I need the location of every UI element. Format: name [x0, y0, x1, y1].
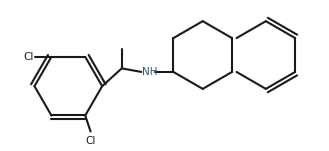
Text: Cl: Cl [86, 136, 96, 146]
Text: Cl: Cl [23, 52, 34, 62]
Text: NH: NH [142, 67, 158, 77]
